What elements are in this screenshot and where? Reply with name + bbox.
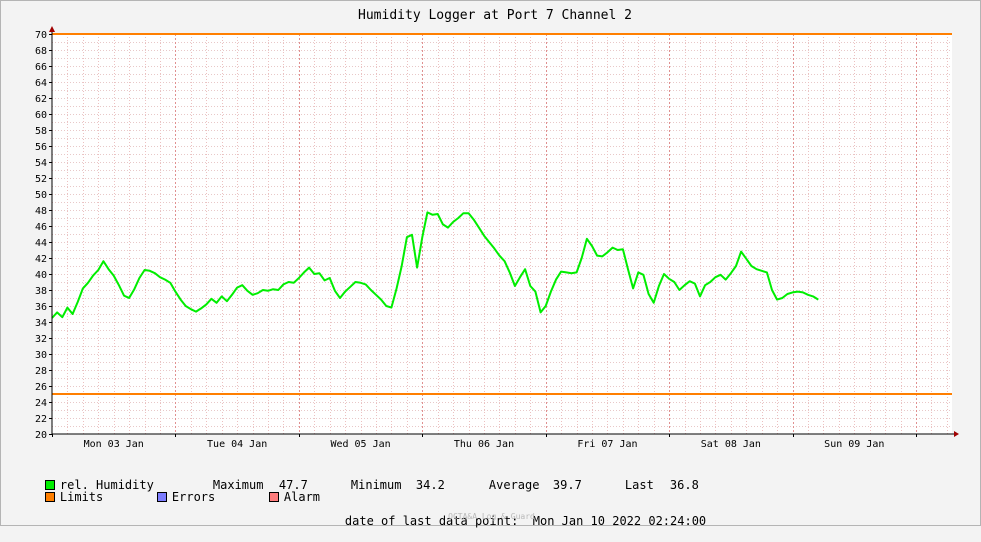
y-tick-label: 58 [35, 126, 47, 137]
y-tick-label: 26 [35, 382, 47, 393]
y-tick-label: 36 [35, 302, 47, 313]
x-axis-arrow [954, 431, 959, 437]
x-tick-label: Wed 05 Jan [330, 439, 390, 450]
humidity-swatch [44, 480, 55, 490]
y-tick-label: 54 [35, 158, 47, 169]
y-axis-arrow [49, 26, 55, 32]
errors-legend-label: Errors [171, 490, 216, 504]
x-tick-label: Mon 03 Jan [84, 439, 144, 450]
limits-swatch [44, 492, 55, 502]
y-tick-label: 62 [35, 94, 47, 105]
limit-layer [52, 33, 952, 395]
limits-legend-label: Limits [59, 490, 104, 504]
last-data-point-label: date of last data point: [344, 514, 519, 528]
maximum-value: 47.7 [278, 478, 308, 492]
y-tick-label: 24 [35, 398, 47, 409]
y-tick-label: 46 [35, 222, 47, 233]
y-tick-label: 66 [35, 62, 47, 73]
y-tick-label: 28 [35, 366, 47, 377]
average-label: Average [488, 478, 540, 492]
y-tick-label: 44 [35, 238, 47, 249]
chart-frame: 20 22 24 26 28 30 32 34 36 38 40 42 44 46 48 50 52 54 56 58… [0, 0, 981, 528]
y-tick-label: 48 [35, 206, 47, 217]
y-tick-label: 60 [35, 110, 47, 121]
average-value: 39.7 [552, 478, 582, 492]
y-tick-label: 42 [35, 254, 47, 265]
errors-swatch [156, 492, 167, 502]
legend-row-limits: Limits Errors Alarm [16, 476, 320, 518]
last-data-point-row: date of last data point: Mon Jan 10 2022… [316, 500, 706, 542]
minimum-value: 34.2 [415, 478, 445, 492]
y-tick-label: 64 [35, 78, 47, 89]
grid-layer [52, 34, 952, 434]
x-tick-labels: Mon 03 Jan Tue 04 Jan Wed 05 Jan Thu 06 Jan… [52, 434, 917, 450]
x-tick-label: Sun 09 Jan [824, 439, 884, 450]
minimum-label: Minimum [350, 478, 402, 492]
y-tick-label: 68 [35, 46, 47, 57]
x-tick-label: Thu 06 Jan [454, 439, 514, 450]
alarm-legend-label: Alarm [283, 490, 321, 504]
watermark: OCTA&A Log & Guard [448, 512, 535, 521]
y-tick-label: 30 [35, 350, 47, 361]
humidity-legend-label: rel. Humidity [59, 478, 154, 492]
x-tick-label: Sat 08 Jan [701, 439, 761, 450]
y-tick-label: 34 [35, 318, 47, 329]
y-tick-label: 40 [35, 270, 47, 281]
chart-title: Humidity Logger at Port 7 Channel 2 [358, 8, 632, 23]
humidity-series-line [51, 211, 819, 319]
last-label: Last [624, 478, 654, 492]
y-tick-label: 52 [35, 174, 47, 185]
y-tick-label: 38 [35, 286, 47, 297]
alarm-swatch [268, 492, 279, 502]
y-tick-label: 70 [35, 30, 47, 41]
y-tick-label: 50 [35, 190, 47, 201]
y-tick-label: 22 [35, 414, 47, 425]
x-tick-label: Fri 07 Jan [577, 439, 637, 450]
series-layer [51, 211, 819, 319]
y-tick-label: 20 [35, 430, 47, 441]
last-data-point-value: Mon Jan 10 2022 02:24:00 [532, 514, 707, 528]
humidity-chart: 20 22 24 26 28 30 32 34 36 38 40 42 44 46 48 50 52 54 56 58… [35, 8, 959, 450]
y-tick-label: 56 [35, 142, 47, 153]
axis-layer [49, 26, 959, 437]
y-tick-label: 32 [35, 334, 47, 345]
maximum-label: Maximum [212, 478, 264, 492]
y-tick-labels: 20 22 24 26 28 30 32 34 36 38 40 42 44 46 48 50 52 54 56 58… [35, 30, 52, 441]
legend-row-humidity: rel. Humidity Maximum 47.7 Minimum 34.2 Avera… [16, 464, 699, 506]
x-tick-label: Tue 04 Jan [207, 439, 267, 450]
last-value: 36.8 [669, 478, 699, 492]
